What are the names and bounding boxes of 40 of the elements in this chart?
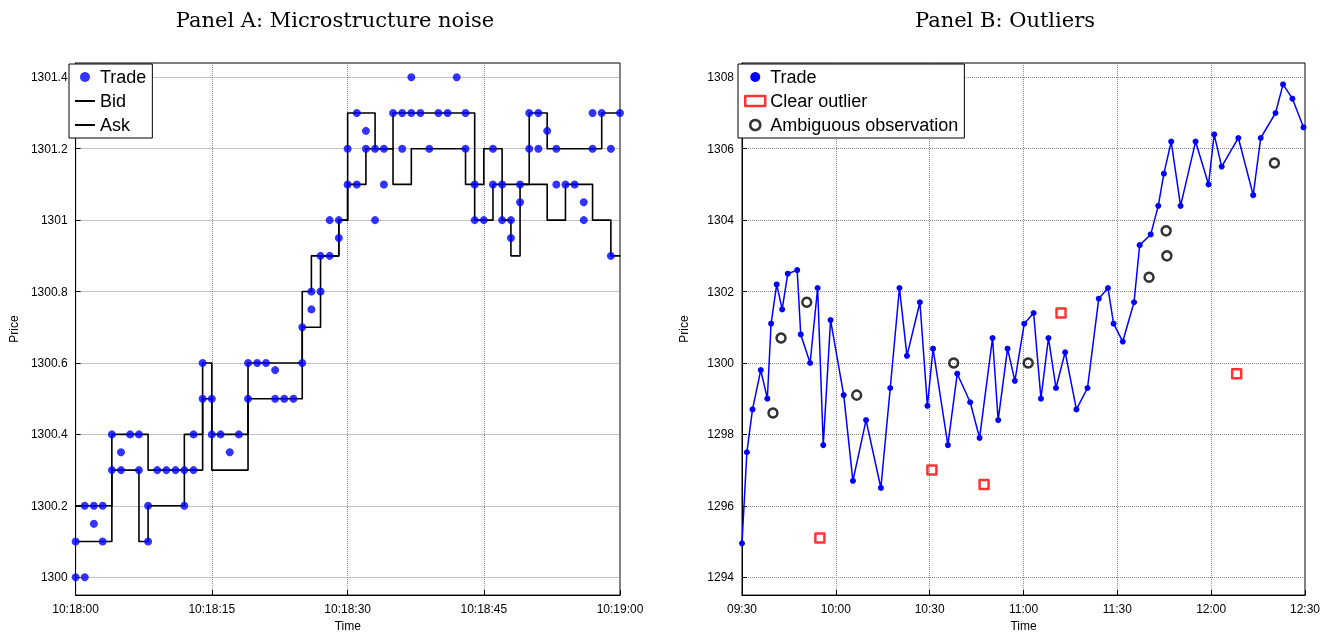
- x-tick-label: 09:30: [726, 602, 758, 617]
- x-tick-label: 12:30: [1289, 602, 1321, 617]
- y-tick-label: 1304: [707, 213, 735, 228]
- chart-title: Panel B: Outliers: [914, 7, 1096, 32]
- legend-label: Ask: [100, 115, 132, 135]
- y-tick-label: 1300.2: [30, 498, 68, 513]
- x-axis-title: Time: [1010, 619, 1037, 633]
- x-tick-label: 10:19:00: [596, 602, 644, 617]
- chart-title: Panel A: Microstructure noise: [175, 7, 495, 32]
- x-tick-label: 11:30: [1102, 602, 1133, 617]
- legend-label: Ambiguous observation: [770, 115, 959, 135]
- x-tick-label: 11:00: [1008, 602, 1039, 617]
- y-tick-label: 1300: [707, 355, 735, 370]
- y-tick-label: 1298: [707, 427, 735, 442]
- x-tick-label: 10:18:15: [188, 602, 236, 617]
- y-tick-label: 1300.4: [30, 427, 68, 442]
- y-tick-label: 1308: [707, 70, 735, 85]
- x-tick-label: 10:30: [914, 602, 946, 617]
- y-tick-label: 1296: [707, 498, 735, 513]
- x-tick-label: 10:18:30: [324, 602, 372, 617]
- y-tick-label: 1302: [707, 284, 735, 299]
- y-tick-label: 1294: [707, 570, 735, 585]
- y-tick-label: 1300: [40, 570, 68, 585]
- legend-label: Clear outlier: [770, 91, 868, 111]
- y-tick-label: 1301: [40, 213, 68, 228]
- y-tick-label: 1300.8: [30, 284, 68, 299]
- x-tick-label: 10:00: [820, 602, 852, 617]
- legend-label: Trade: [770, 67, 817, 87]
- x-tick-label: 12:00: [1196, 602, 1227, 617]
- y-tick-label: 1306: [707, 141, 735, 156]
- y-axis-title: Price: [677, 315, 691, 343]
- x-axis-title: Time: [334, 619, 362, 633]
- y-tick-label: 1301.4: [30, 70, 68, 85]
- legend-label: Bid: [100, 91, 127, 111]
- legend-label: Trade: [100, 67, 147, 87]
- y-tick-label: 1300.6: [30, 355, 68, 370]
- y-tick-label: 1301.2: [30, 141, 68, 156]
- x-tick-label: 10:18:45: [460, 602, 508, 617]
- y-axis-title: Price: [7, 315, 21, 343]
- x-tick-label: 10:18:00: [52, 602, 100, 617]
